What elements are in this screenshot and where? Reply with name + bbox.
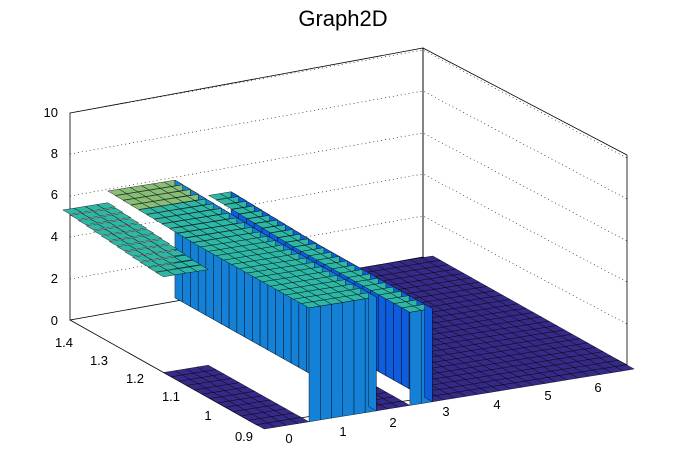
x-axis: 0 1 2 3 4 5 6 xyxy=(285,380,601,446)
z-tick-label: 4 xyxy=(51,229,58,244)
x-tick-label: 3 xyxy=(442,404,449,419)
surface-wall xyxy=(342,300,355,417)
z-grid-line xyxy=(69,173,628,283)
z-tick-label: 6 xyxy=(51,187,58,202)
z-tick-label: 2 xyxy=(51,271,58,286)
z-grid-line xyxy=(69,49,628,159)
surface-cell xyxy=(207,193,229,200)
surface-cell xyxy=(255,422,277,430)
surface-cell xyxy=(138,207,159,215)
x-tick-label: 0 xyxy=(285,431,292,446)
y-tick-label: 0.9 xyxy=(235,429,253,444)
y-tick-label: 1 xyxy=(204,408,211,423)
surface-wall xyxy=(368,292,377,412)
surface-cell xyxy=(62,207,83,215)
surface-cell xyxy=(238,212,260,219)
surface-cell xyxy=(139,260,160,268)
surface-cell xyxy=(130,203,151,210)
surface-cell xyxy=(223,202,244,210)
surface-cell xyxy=(254,221,275,229)
y-tick-label: 1.2 xyxy=(126,371,144,386)
surface-cell xyxy=(108,239,129,247)
surface-wall xyxy=(331,302,343,419)
surface-cell xyxy=(124,249,145,257)
surface-wall xyxy=(424,303,433,403)
surface-cell xyxy=(147,265,168,273)
surface-cell xyxy=(215,198,236,205)
surface-cell xyxy=(176,231,197,238)
y-tick-label: 1.1 xyxy=(162,389,180,404)
surface-cell xyxy=(70,213,91,220)
grid-lines xyxy=(69,49,628,325)
z-grid-line xyxy=(69,132,628,242)
surface-cell xyxy=(269,230,291,238)
surface-wall xyxy=(409,310,422,406)
surface-cell xyxy=(116,244,137,252)
surface-cell xyxy=(246,216,267,224)
surface-cell xyxy=(114,193,135,201)
surface-cell xyxy=(153,217,174,224)
z-tick-label: 10 xyxy=(44,105,58,120)
z-axis: 0 2 4 6 8 10 xyxy=(44,105,58,328)
y-axis: 0.9 1 1.1 1.2 1.3 1.4 xyxy=(55,335,253,444)
surface-cell xyxy=(168,226,190,234)
surface-cell xyxy=(107,188,128,196)
x-tick-label: 2 xyxy=(389,415,396,430)
surface-cell xyxy=(145,212,166,220)
z-tick-label: 8 xyxy=(51,146,58,161)
y-tick-label: 1.4 xyxy=(55,335,73,350)
chart-title: Graph2D xyxy=(298,6,387,31)
surface-cell xyxy=(155,270,176,278)
surface-cell xyxy=(231,207,252,215)
surface-cell xyxy=(93,228,114,236)
surface-cell xyxy=(161,221,182,229)
y-tick-label: 1.3 xyxy=(90,353,108,368)
surface-cell xyxy=(77,218,98,226)
surface-mesh xyxy=(62,179,635,430)
z-grid-line xyxy=(69,215,628,325)
surface-cell xyxy=(131,255,153,262)
surface-cell xyxy=(184,236,205,243)
x-tick-label: 6 xyxy=(594,380,601,395)
surface-wall xyxy=(308,305,321,423)
x-tick-label: 4 xyxy=(493,397,500,412)
surface-cell xyxy=(122,198,143,206)
z-tick-label: 0 xyxy=(51,313,58,328)
surface-cell xyxy=(262,226,283,233)
surface-cell xyxy=(85,223,106,231)
z-grid-line xyxy=(69,90,628,200)
surface-cell xyxy=(100,234,122,241)
x-tick-label: 1 xyxy=(339,424,346,439)
x-tick-label: 5 xyxy=(544,388,551,403)
surface-cell xyxy=(277,235,298,243)
surface-wall xyxy=(353,298,366,415)
surface-wall xyxy=(320,304,332,421)
